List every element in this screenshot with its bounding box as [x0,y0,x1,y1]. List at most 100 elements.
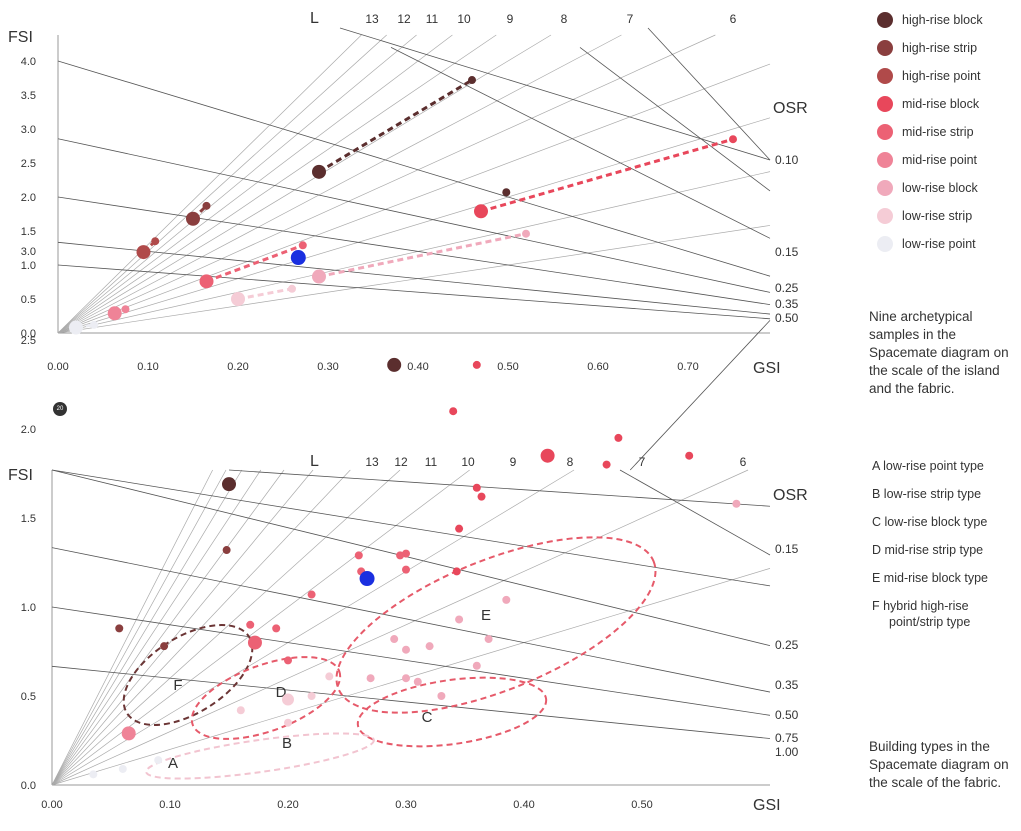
top-l-ray [57,225,771,334]
top-x-tick: 0.60 [587,361,608,373]
bottom-osr-title: OSR [773,487,808,504]
bottom-data-point [222,546,231,555]
bottom-group-ellipse [190,656,342,740]
bottom-group-ellipse [335,536,657,714]
bottom-osr-line [51,665,771,739]
legend-swatch [877,236,893,252]
bottom-data-point [472,483,481,492]
top-l-ray [57,34,453,334]
legend-swatch [877,68,893,84]
bottom-osr-line [51,469,771,587]
bottom-osr-line [228,469,771,507]
page-badge: 20 [53,402,67,416]
bottom-osr-line [51,469,771,647]
top-series-link [205,243,304,283]
top-l-ray [57,63,771,334]
top-chart-caption: Nine archetypical samples in the Spacema… [869,309,1009,396]
top-data-point [522,229,530,238]
top-osr-line [390,47,771,239]
top-y-tick: 0.5 [21,294,36,306]
top-y-tick: 1.0 [21,260,36,272]
bottom-data-point [307,692,316,700]
bottom-osr-value: 0.25 [775,638,799,652]
bottom-data-point [452,567,461,576]
bottom-data-point [154,756,163,765]
bottom-group-label: F [173,677,182,694]
legend-swatch [877,208,893,224]
legend-label: high-rise strip [902,41,977,55]
top-l-value: 6 [730,12,737,26]
bottom-x-tick: 0.10 [159,799,180,811]
bottom-data-point [732,499,741,508]
bottom-data-point [455,615,464,624]
bottom-osr-line [629,320,771,471]
top-x-tick: 0.10 [137,361,158,373]
top-y-tick: 2.5 [21,158,36,170]
bottom-x-tick: 0.30 [395,799,416,811]
bottom-data-point [89,770,98,779]
bottom-group-label: C [422,709,433,726]
bottom-data-point [247,635,262,650]
bottom-l-value: 13 [365,455,379,469]
bottom-l-ray [51,469,262,786]
bottom-data-point [685,451,694,460]
top-l-value: 12 [397,12,411,26]
type-legend-item-continued: point/strip type [889,615,970,629]
top-data-point [474,204,488,219]
top-data-point [729,135,737,144]
bottom-osr-line [51,606,771,716]
top-data-point [136,245,151,260]
bottom-data-point [272,624,281,633]
legend-swatch [877,152,893,168]
top-osr-line [57,241,771,315]
type-legend-item: D mid-rise strip type [872,543,983,557]
top-y-tick: 2.0 [21,192,36,204]
bottom-data-point [282,693,294,706]
bottom-y-label: FSI [8,467,33,484]
bottom-osr-value: 0.50 [775,708,799,722]
bottom-data-point [614,433,623,442]
bottom-group-ellipse [122,624,254,726]
bottom-data-point [425,642,434,651]
legend-label: low-rise block [902,181,978,195]
top-x-tick: 0.20 [227,361,248,373]
top-x-tick: 0.40 [407,361,428,373]
bottom-osr-value: 0.75 [775,731,799,745]
bottom-x-tick: 0.40 [513,799,534,811]
legend-label: mid-rise block [902,97,980,111]
top-highlight-point [290,250,306,266]
bottom-group-label: A [168,755,178,772]
bottom-data-point [387,357,402,372]
top-l-ray [57,34,622,334]
top-series-link [480,137,734,213]
bottom-data-point [246,620,255,629]
top-l-title: L [310,10,319,27]
top-data-point [90,320,98,329]
top-data-point [121,305,130,314]
bottom-l-value: 9 [510,455,517,469]
bottom-l-value: 10 [461,455,475,469]
top-l-value: 11 [426,12,439,26]
bottom-l-value: 12 [394,455,408,469]
bottom-l-ray [51,469,749,786]
bottom-l-value: 11 [425,455,438,469]
type-legend-item: C low-rise block type [872,515,987,529]
bottom-data-point [449,407,458,416]
top-osr-line [57,138,771,293]
legend-label: high-rise block [902,13,983,27]
bottom-data-point [307,590,316,599]
top-l-value: 8 [561,12,568,26]
bottom-group-label: B [282,735,292,752]
bottom-l-ray [51,469,243,786]
bottom-osr-value: 0.35 [775,678,799,692]
top-data-point [298,241,307,250]
bottom-y-tick: 1.5 [21,513,36,525]
bottom-data-point [437,692,446,700]
top-data-point [186,211,200,226]
bottom-data-point [160,642,169,651]
bottom-data-point [484,635,493,644]
bottom-data-point [118,764,127,773]
legend-label: low-rise point [902,237,976,251]
bottom-l-ray [51,568,771,786]
top-osr-line [647,27,771,161]
